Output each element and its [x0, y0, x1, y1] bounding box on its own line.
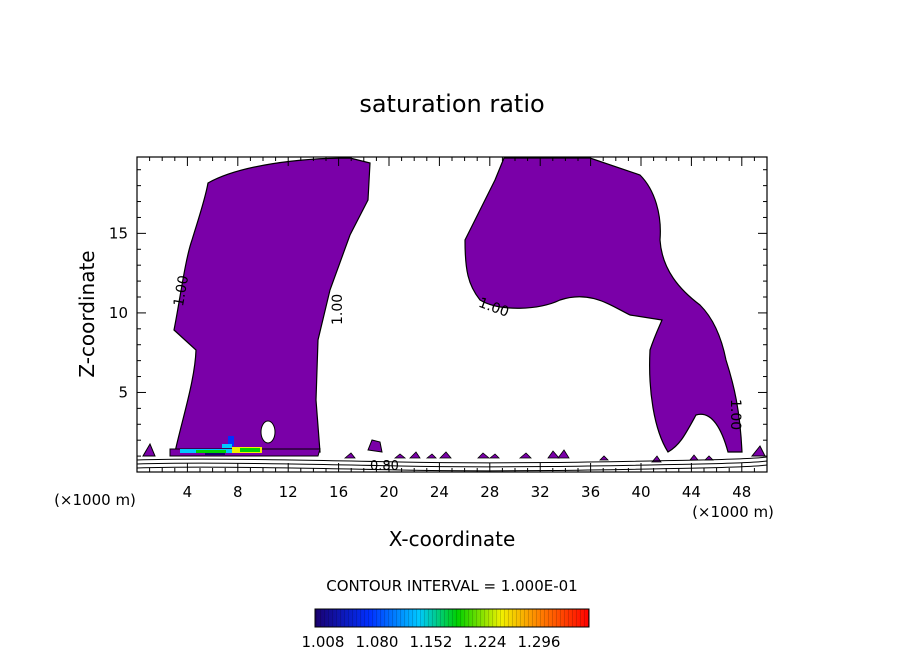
x-tick-label: 8 — [233, 483, 243, 501]
colorbar-labels: 1.008 1.080 1.152 1.224 1.296 — [302, 633, 561, 651]
fill-blob-3 — [367, 439, 383, 453]
x-tick-label: 36 — [581, 483, 600, 501]
colorbar-label: 1.080 — [356, 633, 399, 651]
x-tick-label: 12 — [279, 483, 298, 501]
colorbar-label: 1.008 — [302, 633, 345, 651]
colorbar — [314, 608, 590, 628]
colorbar-label: 1.224 — [464, 633, 507, 651]
x-tick-label: 48 — [732, 483, 751, 501]
high-value-band — [180, 436, 262, 455]
fill-blob-2 — [142, 442, 156, 457]
chart-title: saturation ratio — [359, 90, 544, 118]
surface-blobs — [343, 449, 714, 463]
y-axis: 5 10 15 — [109, 169, 767, 457]
y-tick-label: 15 — [109, 224, 128, 242]
y-tick-label: 10 — [109, 304, 128, 322]
y-axis-label: Z-coordinate — [75, 250, 99, 377]
fill-region-right — [464, 157, 743, 453]
x-tick-label: 4 — [183, 483, 193, 501]
colorbar-label: 1.296 — [518, 633, 561, 651]
x-unit-label-left: (×1000 m) — [54, 491, 136, 509]
x-unit-label-right: (×1000 m) — [692, 503, 774, 521]
surface-contours — [136, 456, 768, 472]
fill-region-left — [173, 157, 371, 453]
x-tick-label: 32 — [531, 483, 550, 501]
contour-label-left: 1.00 — [171, 274, 192, 307]
x-tick-label: 40 — [631, 483, 650, 501]
contour-label-mid: 1.00 — [330, 294, 346, 325]
colorbar-label: 1.152 — [410, 633, 453, 651]
contour-label-far-right: 1.00 — [727, 399, 743, 430]
x-axis: 4 8 12 16 20 24 28 32 36 40 44 48 — [149, 157, 755, 501]
contour-label-surface: 0.80 — [370, 459, 399, 474]
y-tick-label: 5 — [118, 383, 128, 401]
x-tick-label: 44 — [682, 483, 701, 501]
x-axis-label: X-coordinate — [389, 527, 516, 551]
x-tick-label: 16 — [329, 483, 348, 501]
fill-blob-1 — [260, 420, 276, 444]
x-tick-label: 20 — [379, 483, 398, 501]
saturation-fill — [142, 157, 766, 457]
contour-interval: CONTOUR INTERVAL = 1.000E-01 — [326, 577, 577, 595]
x-tick-label: 28 — [480, 483, 499, 501]
x-tick-label: 24 — [430, 483, 449, 501]
fill-blob-4 — [750, 445, 766, 457]
